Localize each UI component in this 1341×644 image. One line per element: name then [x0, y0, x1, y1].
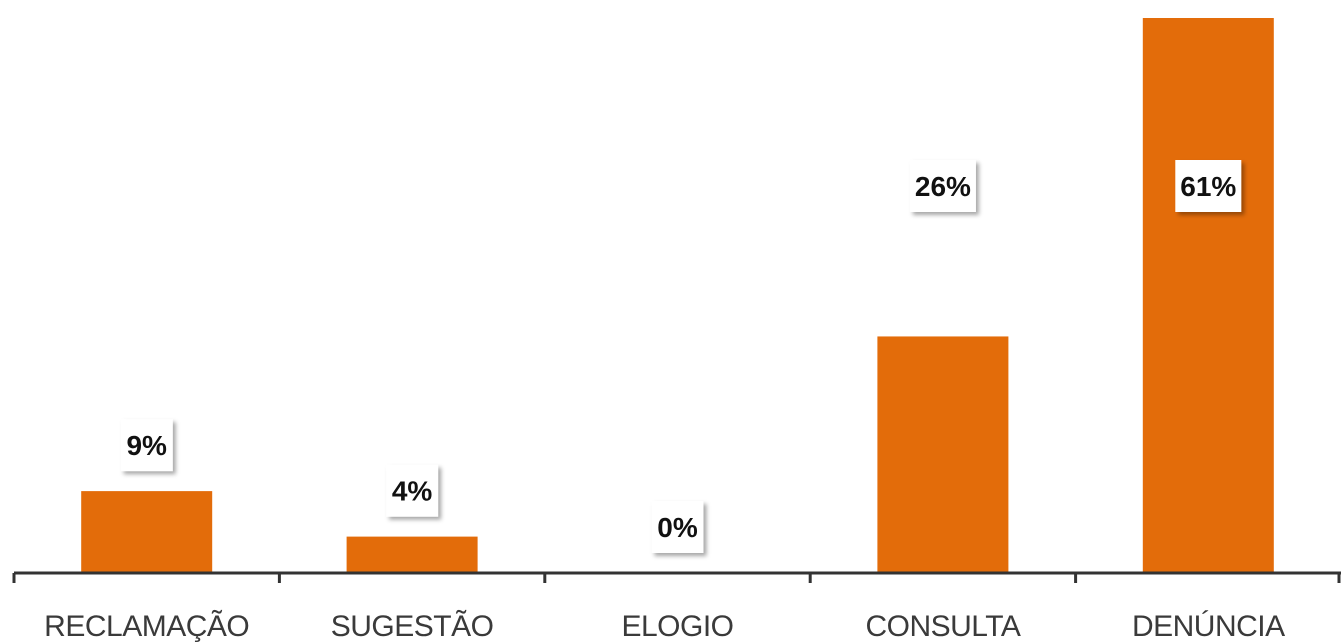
x-tick-label: CONSULTA [865, 610, 1020, 643]
data-label-text: 26% [915, 171, 971, 202]
data-label-text: 9% [126, 430, 167, 461]
data-label-2: 4% [386, 464, 439, 517]
data-label-box [1175, 160, 1242, 212]
bar-1 [81, 491, 213, 573]
data-label-box [120, 419, 173, 472]
x-axis: RECLAMAÇÃO SUGESTÃO ELOGIO CONSULTA DENÚNCIA [12, 571, 1341, 643]
data-label-text: 4% [392, 476, 433, 507]
data-label-text: 61% [1180, 171, 1236, 202]
x-tick-label: SUGESTÃO [331, 609, 494, 643]
x-tick-label: DENÚNCIA [1132, 610, 1285, 643]
x-tick-label: RECLAMAÇÃO [44, 609, 249, 643]
data-label-box [386, 464, 439, 517]
data-label-5: 61% [1175, 160, 1242, 212]
x-tick-label: ELOGIO [621, 610, 733, 643]
data-labels-layer: 9% 4% 0% 26% 61% [120, 160, 1242, 553]
data-label-4: 26% [909, 160, 976, 212]
data-label-text: 0% [657, 512, 698, 543]
data-label-1: 9% [120, 419, 173, 472]
bars-layer [81, 18, 1274, 573]
bar-2 [346, 536, 478, 573]
data-label-3: 0% [651, 501, 704, 553]
data-label-box [909, 160, 976, 212]
bar-4 [877, 336, 1009, 573]
bar-5 [1142, 18, 1274, 573]
data-label-box [651, 501, 704, 553]
